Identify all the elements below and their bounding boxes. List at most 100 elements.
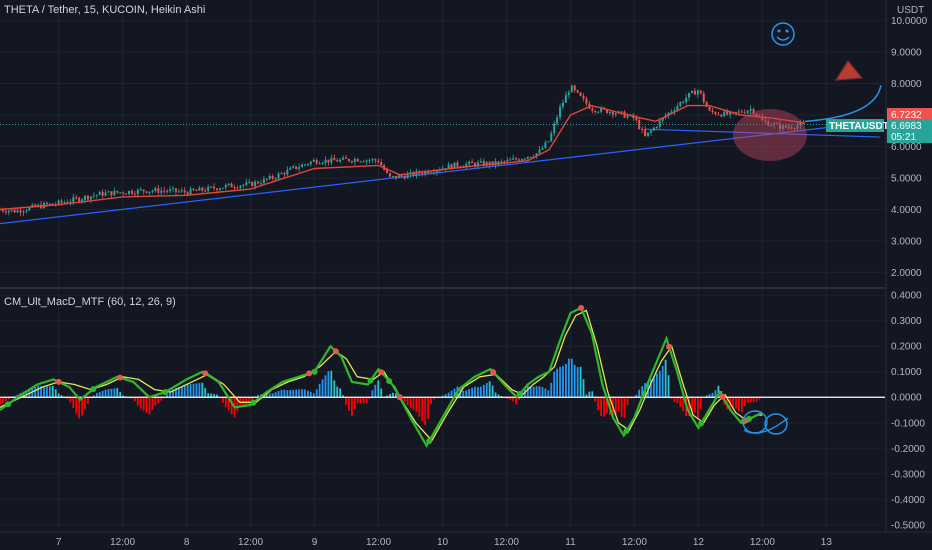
candle-body xyxy=(403,176,406,179)
histogram-bar xyxy=(145,397,148,413)
candle-body xyxy=(259,183,262,185)
histogram-bar xyxy=(4,397,7,402)
histogram-bar xyxy=(620,397,623,417)
macd-signal-line xyxy=(0,309,763,442)
histogram-bar xyxy=(216,394,218,398)
candle-body xyxy=(72,197,75,202)
histogram-bar xyxy=(107,389,110,398)
indicator-title[interactable]: CM_Ult_MacD_MTF (60, 12, 26, 9) xyxy=(4,296,176,308)
candle-body xyxy=(740,111,743,113)
cross-dot xyxy=(396,394,403,401)
histogram-bar xyxy=(268,393,271,398)
time-tick-label: 9 xyxy=(312,537,318,548)
candle-body xyxy=(69,201,72,203)
candle-body xyxy=(359,161,362,163)
histogram-bar xyxy=(394,393,397,398)
macd-tick-label: 0.1000 xyxy=(891,367,922,378)
candle-body xyxy=(386,169,389,173)
histogram-bar xyxy=(526,385,529,398)
histogram-bar xyxy=(696,397,699,419)
histogram-bar xyxy=(148,397,151,415)
candle-body xyxy=(644,129,647,137)
histogram-bar xyxy=(356,397,359,404)
candle-body xyxy=(479,161,482,163)
histogram-bar xyxy=(755,397,758,402)
time-tick-label: 11 xyxy=(565,537,576,548)
projection-arrow xyxy=(804,85,882,123)
histogram-bar xyxy=(374,384,377,398)
histogram-bar xyxy=(201,382,204,398)
cross-dots xyxy=(4,304,753,445)
candle-body xyxy=(312,160,315,162)
candle-body xyxy=(435,170,438,173)
histogram-bar xyxy=(421,397,424,421)
red-price-tag: 6.7232 xyxy=(887,108,932,121)
price-axis[interactable] xyxy=(886,0,932,532)
candle-body xyxy=(122,192,125,194)
candle-body xyxy=(453,162,456,169)
candle-body xyxy=(573,85,576,91)
histogram-bar xyxy=(497,394,500,398)
histogram-bar xyxy=(740,397,743,413)
histogram-bar xyxy=(585,394,588,398)
histogram-bar xyxy=(133,397,136,402)
candle-body xyxy=(57,200,60,205)
candle-body xyxy=(174,188,177,192)
candle-body xyxy=(679,102,682,106)
histogram-bar xyxy=(34,386,37,398)
candle-body xyxy=(374,159,377,161)
histogram-bar xyxy=(339,388,342,398)
histogram-bar xyxy=(242,397,245,406)
candle-body xyxy=(34,204,37,207)
histogram-bar xyxy=(309,391,312,398)
candle-body xyxy=(406,174,409,179)
candle-body xyxy=(465,164,468,167)
candle-body xyxy=(22,211,25,213)
candle-body xyxy=(345,157,348,159)
candle-body xyxy=(743,112,746,114)
histogram-bar xyxy=(389,394,391,398)
symbol-title[interactable]: THETA / Tether, 15, KUCOIN, Heikin Ashi xyxy=(4,4,206,16)
histogram-bar xyxy=(603,397,605,417)
candle-body xyxy=(529,156,532,158)
histogram-bar xyxy=(368,397,371,399)
histogram-bar xyxy=(236,397,239,412)
candle-body xyxy=(752,108,755,114)
histogram-bar xyxy=(582,379,585,398)
candle-body xyxy=(544,142,547,149)
cross-dot xyxy=(426,438,433,445)
candle-body xyxy=(60,200,63,203)
cross-dot xyxy=(162,389,169,396)
candle-body xyxy=(488,162,491,166)
histogram-bar xyxy=(412,397,415,410)
candle-body xyxy=(755,113,758,116)
time-axis[interactable] xyxy=(0,532,886,550)
histogram-bar xyxy=(717,385,720,398)
histogram-bar xyxy=(295,389,298,398)
histogram-bar xyxy=(87,397,89,404)
histogram-bar xyxy=(48,386,51,398)
candle-body xyxy=(215,188,218,191)
histogram-bar xyxy=(248,397,251,404)
histogram-bar xyxy=(676,397,679,404)
histogram-bar xyxy=(183,385,186,398)
histogram-bar xyxy=(732,397,734,410)
histogram-bar xyxy=(465,390,468,398)
histogram-bar xyxy=(227,397,230,411)
candle-body xyxy=(148,191,151,193)
candle-body xyxy=(233,187,236,189)
histogram-bar xyxy=(541,387,544,398)
candle-body xyxy=(113,190,116,196)
candle-body xyxy=(198,187,201,191)
candle-body xyxy=(538,149,541,154)
histogram-bar xyxy=(544,388,547,398)
candle-body xyxy=(564,94,567,103)
macd-axis-labels: 0.4000 0.3000 0.2000 0.1000 0.0000 -0.1000 -0.… xyxy=(891,291,925,532)
candle-body xyxy=(784,125,787,128)
cross-dot xyxy=(746,415,753,422)
histogram-bar xyxy=(462,390,465,398)
histogram-bar xyxy=(758,397,761,400)
candle-body xyxy=(523,158,526,160)
candle-body xyxy=(207,186,210,191)
